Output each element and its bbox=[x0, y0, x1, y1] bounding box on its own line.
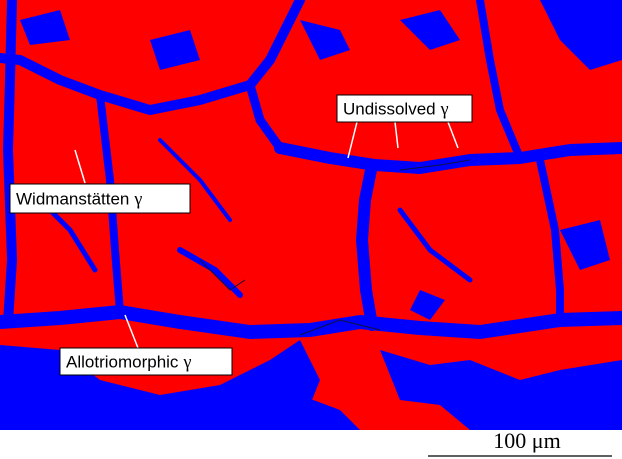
figure: UndissolvedγWidmanstättenγAllotriomorphi… bbox=[0, 0, 622, 459]
label-name: Widmanstätten bbox=[16, 190, 129, 209]
scale-bar-label: 100 μm bbox=[493, 428, 560, 453]
label-name: Undissolved bbox=[343, 100, 436, 119]
label-phase: γ bbox=[133, 189, 142, 209]
label-phase: γ bbox=[182, 352, 191, 372]
label-phase: γ bbox=[440, 99, 449, 119]
label-name: Allotriomorphic bbox=[66, 353, 179, 372]
